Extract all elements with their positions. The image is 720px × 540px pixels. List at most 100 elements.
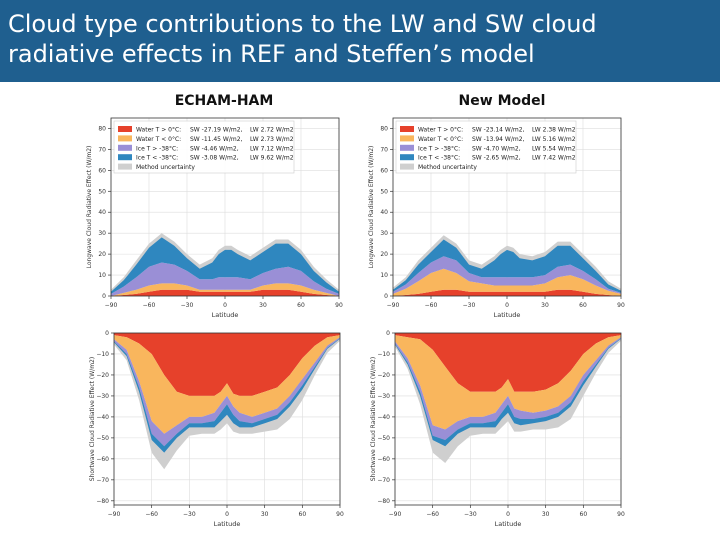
legend-sw-value: SW -11.45 W/m2, [190, 136, 243, 143]
legend-swatch [118, 135, 132, 142]
legend-label: Method uncertainty [418, 164, 477, 171]
y-tick-label: −20 [96, 372, 109, 379]
x-tick-label: −60 [145, 511, 158, 518]
x-tick-label: 90 [617, 302, 625, 309]
x-tick-label: 60 [299, 511, 307, 518]
x-tick-label: −30 [463, 302, 476, 309]
y-tick-label: 0 [105, 330, 109, 337]
legend-lw-value: LW 7.42 W/m2 [532, 155, 576, 162]
title-banner: Cloud type contributions to the LW and S… [0, 0, 720, 82]
x-axis-label: Latitude [494, 311, 521, 319]
y-tick-label: 50 [98, 188, 106, 195]
x-tick-label: 0 [223, 302, 227, 309]
x-axis-label: Latitude [495, 520, 522, 528]
legend-swatch [118, 163, 132, 170]
chart-sw_new: −90 −60 −30 0 30 60 90 0 −10 −20 −30 −40 −50 −60 −70 −8… [370, 330, 625, 528]
x-tick-label: 0 [225, 511, 229, 518]
legend-box [113, 120, 295, 174]
y-tick-label: −70 [377, 477, 390, 484]
y-tick-label: 50 [380, 188, 388, 195]
legend-swatch [400, 154, 414, 161]
legend-sw-value: SW -4.46 W/m2, [190, 145, 239, 152]
legend-sw-value: SW -3.08 W/m2, [190, 155, 239, 162]
y-tick-label: −30 [96, 393, 109, 400]
x-tick-label: −30 [181, 302, 194, 309]
legend-lw-value: LW 2.38 W/m2 [532, 127, 576, 134]
legend-swatch [400, 135, 414, 142]
x-axis-label: Latitude [212, 311, 239, 319]
y-tick-label: −70 [96, 477, 109, 484]
legend-sw-value: SW -23.14 W/m2, [472, 127, 525, 134]
area-water-warm [111, 289, 339, 296]
chart-lw_new: New Model −90 −60 −30 0 30 60 90 0 10 20 30 40 50 60 70… [368, 93, 625, 319]
area-water-warm [395, 333, 621, 392]
chart-lw_echam: ECHAM-HAM −90 −60 −30 0 30 60 90 0 10 20 30 40 50 60 70… [86, 93, 343, 319]
x-tick-label: 60 [297, 302, 305, 309]
y-tick-label: 40 [98, 209, 106, 216]
x-tick-label: 0 [506, 511, 510, 518]
legend-label: Ice T > -38°C: [136, 145, 178, 152]
legend-sw-value: SW -4.70 W/m2, [472, 145, 521, 152]
legend-label: Water T < 0°C: [418, 136, 463, 143]
x-tick-label: −90 [387, 302, 400, 309]
area-water-cold [395, 335, 621, 430]
y-tick-label: −50 [377, 435, 390, 442]
y-tick-label: −60 [377, 456, 390, 463]
y-tick-label: −10 [377, 351, 390, 358]
legend: Water T > 0°C: SW -27.19 W/m2, LW 2.72 W/m… [113, 120, 295, 174]
legend-label: Ice T < -38°C: [136, 155, 178, 162]
legend-box [395, 120, 577, 174]
area-ice-cold [393, 239, 621, 293]
y-tick-label: 70 [380, 146, 388, 153]
y-tick-label: 80 [380, 125, 388, 132]
y-tick-label: −60 [96, 456, 109, 463]
area-water-cold [111, 283, 339, 296]
x-tick-label: −60 [426, 511, 439, 518]
legend-lw-value: LW 7.12 W/m2 [250, 145, 294, 152]
slide-title-line-1: Cloud type contributions to the LW and S… [8, 10, 597, 38]
legend-swatch [118, 144, 132, 151]
y-tick-label: 30 [380, 230, 388, 237]
y-tick-label: 30 [98, 230, 106, 237]
x-tick-label: −90 [108, 511, 121, 518]
x-tick-label: 30 [259, 302, 267, 309]
area-ice-warm [111, 262, 339, 296]
legend-lw-value: LW 2.73 W/m2 [250, 136, 294, 143]
y-tick-label: −80 [96, 498, 109, 505]
y-tick-label: 20 [380, 251, 388, 258]
y-axis-label: Shortwave Cloud Radiative Effect (W/m2) [89, 357, 96, 481]
y-tick-label: 0 [386, 330, 390, 337]
y-tick-label: −40 [96, 414, 109, 421]
y-tick-label: −10 [96, 351, 109, 358]
legend-swatch [118, 126, 132, 132]
area-water-cold [114, 335, 340, 434]
y-tick-label: 0 [102, 293, 106, 300]
legend-lw-value: LW 9.62 W/m2 [250, 155, 294, 162]
y-tick-label: 20 [98, 251, 106, 258]
y-axis-label: Shortwave Cloud Radiative Effect (W/m2) [370, 357, 377, 481]
y-tick-label: 40 [380, 209, 388, 216]
area-water-warm [114, 333, 340, 396]
y-tick-label: −20 [377, 372, 390, 379]
area-ice-warm [114, 337, 340, 447]
y-tick-label: −80 [377, 498, 390, 505]
x-axis-label: Latitude [214, 520, 241, 528]
y-tick-label: 60 [98, 167, 106, 174]
x-tick-label: 90 [617, 511, 625, 518]
y-tick-label: −40 [377, 414, 390, 421]
x-tick-label: −90 [389, 511, 402, 518]
legend-sw-value: SW -27.19 W/m2, [190, 127, 243, 134]
x-tick-label: 90 [336, 511, 344, 518]
legend-lw-value: LW 5.54 W/m2 [532, 145, 576, 152]
legend-swatch [400, 163, 414, 170]
legend-lw-value: LW 5.16 W/m2 [532, 136, 576, 143]
y-tick-label: 10 [98, 272, 106, 279]
slide-title-line-2: radiative effects in REF and Steffen’s m… [8, 40, 535, 68]
y-tick-label: 0 [384, 293, 388, 300]
legend-label: Ice T < -38°C: [418, 155, 460, 162]
x-tick-label: −30 [183, 511, 196, 518]
x-tick-label: 0 [505, 302, 509, 309]
x-tick-label: 30 [261, 511, 269, 518]
x-tick-label: 60 [579, 302, 587, 309]
y-axis-label: Longwave Cloud Radiative Effect (W/m2) [86, 146, 93, 269]
